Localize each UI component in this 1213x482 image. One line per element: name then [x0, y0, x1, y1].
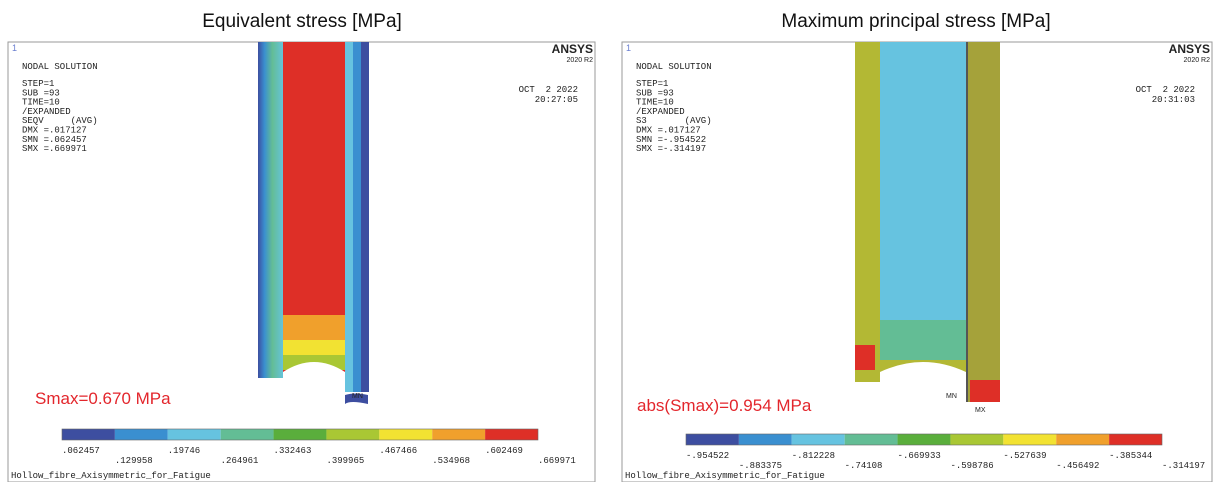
- contour: [970, 380, 1000, 402]
- legend-label: -.456492: [1056, 461, 1099, 471]
- legend-label: -.954522: [686, 451, 729, 461]
- window-number: 1: [626, 43, 631, 53]
- contour: [283, 362, 345, 395]
- legend-label: -.527639: [1003, 451, 1046, 461]
- contour: [880, 320, 966, 360]
- footer: Hollow_fibre_Axisymmetric_for_Fatigue: [11, 471, 211, 481]
- time: 20:31:03: [1152, 95, 1195, 105]
- panel: Maximum principal stress [MPa] 1 ANSYS2020…: [622, 11, 1212, 482]
- marker-label: MX: [975, 407, 986, 414]
- legend-swatch: [115, 429, 168, 440]
- legend-label: .399965: [326, 456, 364, 466]
- contour: [258, 42, 284, 378]
- contour: [967, 42, 1000, 402]
- contour: [966, 42, 968, 402]
- contour: [345, 42, 353, 392]
- legend-swatch: [898, 434, 951, 445]
- panel-title: Maximum principal stress [MPa]: [781, 11, 1050, 32]
- legend-swatch: [274, 429, 327, 440]
- legend-label: -.74108: [845, 461, 883, 471]
- legend-swatch: [739, 434, 792, 445]
- marker-label: MN: [352, 393, 363, 400]
- date: OCT 2 2022: [1136, 85, 1195, 95]
- legend-swatch: [1003, 434, 1056, 445]
- legend-swatch: [432, 429, 485, 440]
- legend-label: .332463: [274, 446, 312, 456]
- version: 2020 R2: [1184, 57, 1211, 64]
- legend-label: .602469: [485, 446, 523, 456]
- contour: [880, 362, 966, 395]
- legend-swatch: [326, 429, 379, 440]
- marker-label: MN: [946, 393, 957, 400]
- legend-swatch: [221, 429, 274, 440]
- contour: [880, 42, 966, 342]
- info-line: SMX =-.314197: [636, 144, 706, 154]
- footer: Hollow_fibre_Axisymmetric_for_Fatigue: [625, 471, 825, 481]
- figure: Equivalent stress [MPa]1ANSYS2020 R2NODA…: [0, 0, 1213, 482]
- legend-label: .129958: [115, 456, 153, 466]
- window-number: 1: [12, 43, 17, 53]
- legend-label: -.385344: [1109, 451, 1152, 461]
- panel-title: Equivalent stress [MPa]: [202, 11, 402, 32]
- legend-swatch: [485, 429, 538, 440]
- legend-label: .19746: [168, 446, 200, 456]
- legend-swatch: [62, 429, 115, 440]
- header: NODAL SOLUTION: [22, 62, 98, 72]
- brand: ANSYS: [1169, 42, 1210, 56]
- brand: ANSYS: [552, 42, 593, 56]
- legend-label: -.812228: [792, 451, 835, 461]
- legend-label: -.598786: [950, 461, 993, 471]
- legend-swatch: [845, 434, 898, 445]
- legend-label: .062457: [62, 446, 100, 456]
- info-line: SMX =.669971: [22, 144, 87, 154]
- legend-swatch: [168, 429, 221, 440]
- legend-swatch: [792, 434, 845, 445]
- legend-swatch: [686, 434, 739, 445]
- annotation: abs(Smax)=0.954 MPa: [637, 396, 812, 415]
- contour: [855, 345, 875, 370]
- legend-swatch: [379, 429, 432, 440]
- legend-label: -.883375: [739, 461, 782, 471]
- legend-label: .534968: [432, 456, 470, 466]
- legend-swatch: [950, 434, 1003, 445]
- contour: [283, 340, 345, 355]
- legend-swatch: [1109, 434, 1162, 445]
- annotation: Smax=0.670 MPa: [35, 389, 171, 408]
- legend-label: -.669933: [898, 451, 941, 461]
- time: 20:27:05: [535, 95, 578, 105]
- date: OCT 2 2022: [519, 85, 578, 95]
- legend-swatch: [1056, 434, 1109, 445]
- contour: [361, 42, 369, 392]
- legend-label: .669971: [538, 456, 576, 466]
- contour: [283, 315, 345, 340]
- version: 2020 R2: [567, 57, 594, 64]
- header: NODAL SOLUTION: [636, 62, 712, 72]
- legend-label: .264961: [221, 456, 259, 466]
- legend-label: .467466: [379, 446, 417, 456]
- legend-label: -.314197: [1162, 461, 1205, 471]
